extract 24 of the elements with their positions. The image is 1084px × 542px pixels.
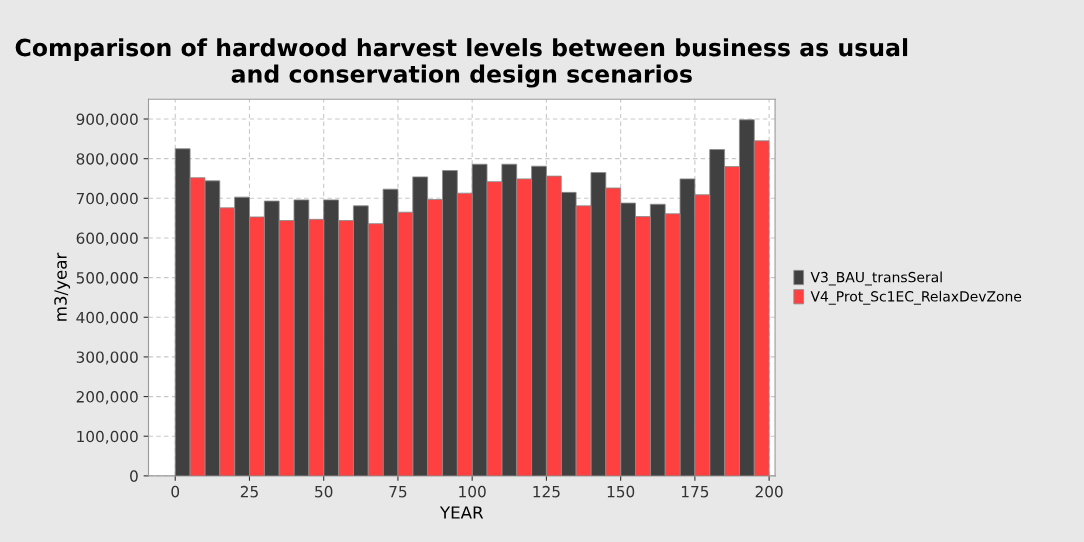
y-tick-label: 400,000 [76, 311, 138, 325]
x-tick-label: 175 [681, 486, 709, 498]
chart-title: Comparison of hardwood harvest levels between business as usual and conservation design scenarios [15, 38, 908, 88]
x-tick-label: 100 [459, 485, 486, 498]
y-tick-label: 800,000 [76, 153, 138, 167]
y-tick-label: 300,000 [76, 351, 138, 365]
y-axis-title: m3/year [54, 252, 71, 321]
y-tick-label: 600,000 [76, 232, 138, 246]
x-tick-label: 50 [315, 485, 333, 498]
x-tick-label: 125 [533, 485, 560, 498]
x-tick-label: 150 [607, 485, 635, 498]
y-tick-label: 900,000 [76, 113, 138, 127]
x-axis-title: YEAR [439, 506, 484, 519]
x-tick-label: 25 [240, 485, 258, 498]
x-tick-label: 0 [171, 485, 180, 498]
y-tick-label: 200,000 [76, 391, 138, 405]
y-tick-label: 100,000 [77, 430, 138, 444]
y-tick-label: 500,000 [76, 272, 138, 286]
legend-label: V4_Prot_Sc1EC_RelaxDevZone [810, 290, 1022, 305]
x-tick-label: 75 [389, 486, 407, 498]
y-tick-label: 0 [130, 470, 138, 482]
legend-label: V3_BAU_transSeral [810, 271, 942, 286]
x-tick-label: 200 [755, 485, 783, 498]
y-tick-label: 700,000 [76, 192, 138, 206]
